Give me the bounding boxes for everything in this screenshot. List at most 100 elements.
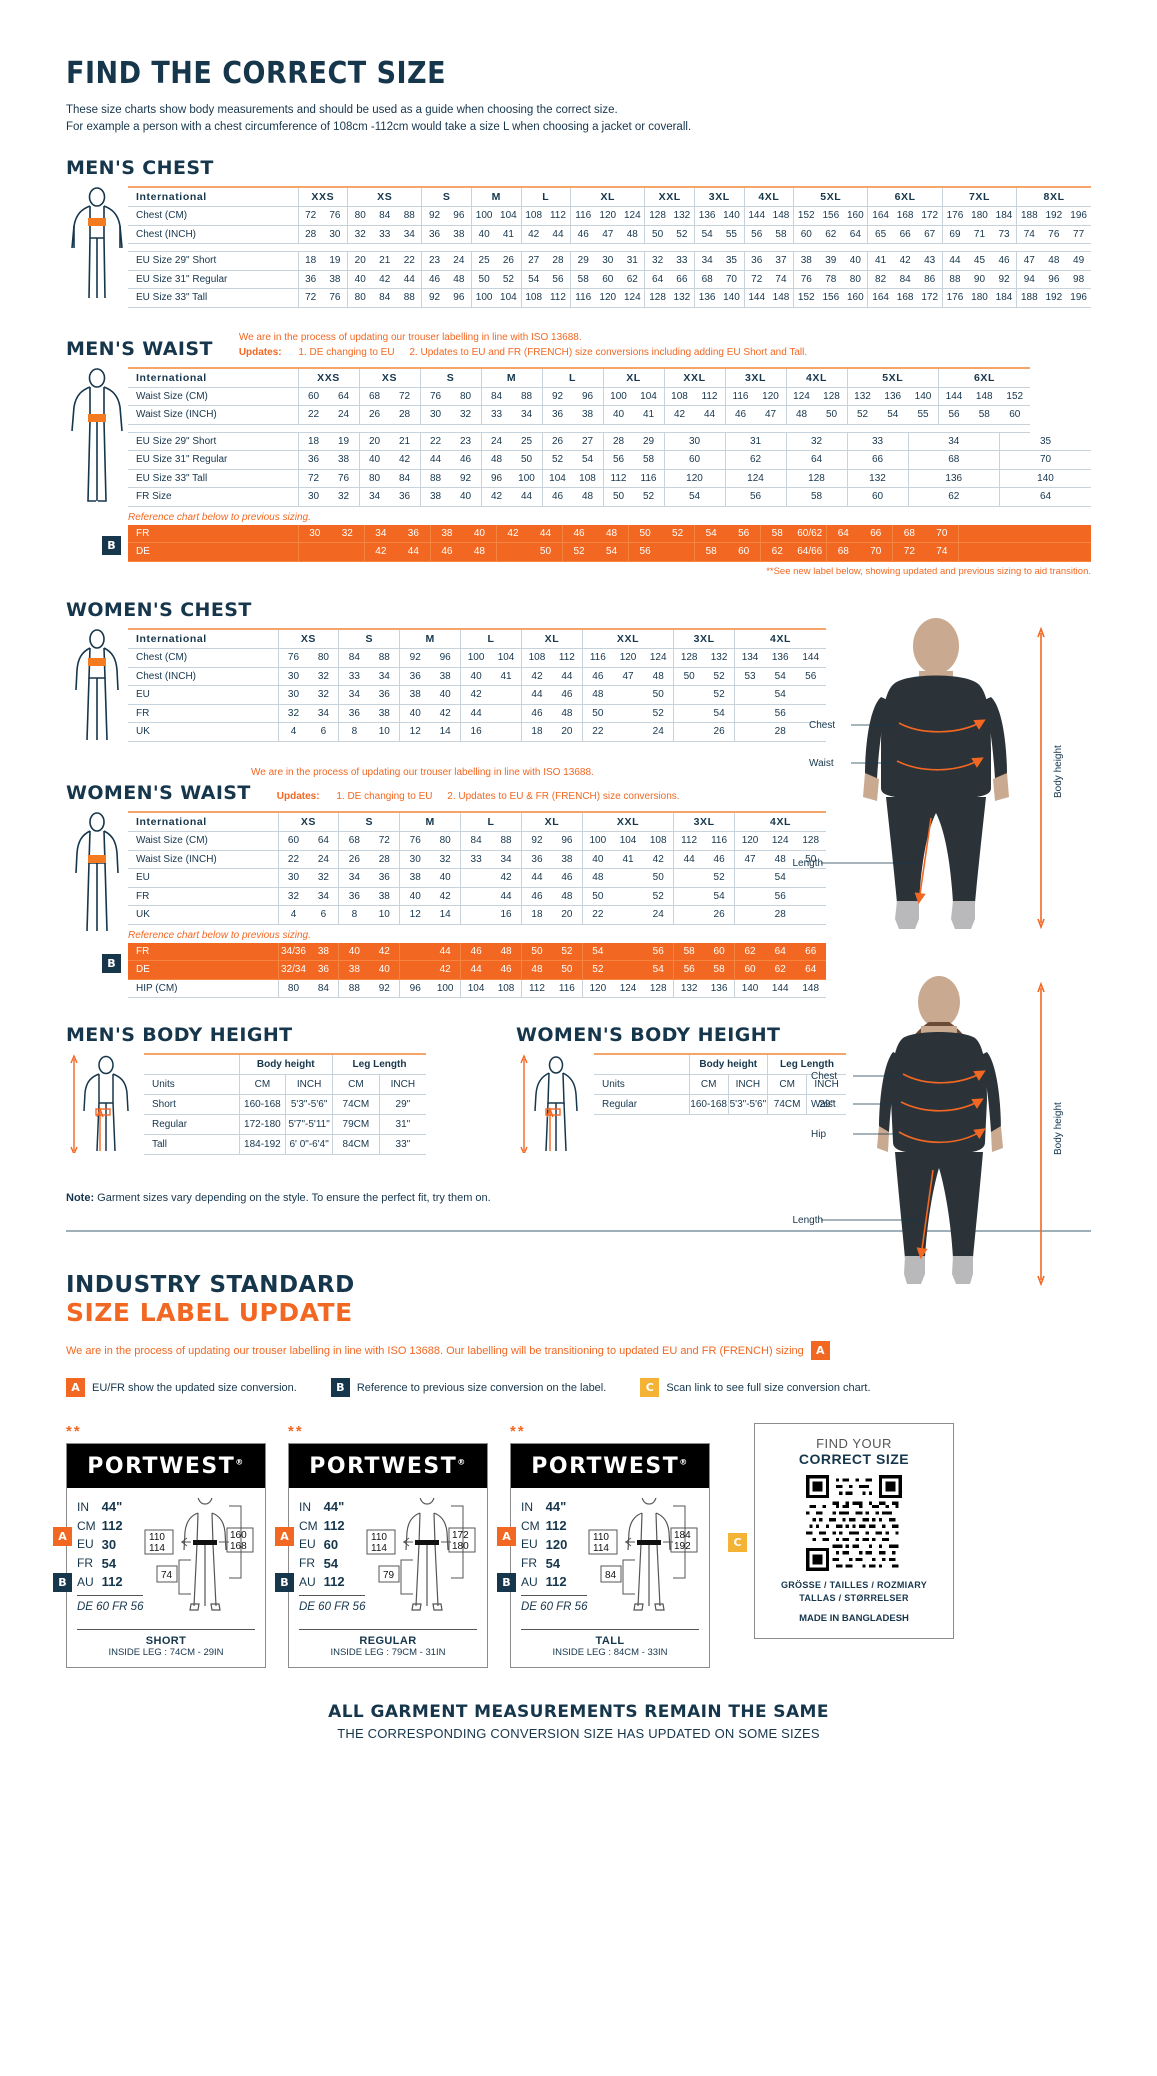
spec-value: 120 xyxy=(545,1536,568,1552)
row-label: UK xyxy=(128,905,278,925)
row-label: EU xyxy=(128,868,278,888)
table-cell: 92 xyxy=(991,270,1017,290)
table-cell: 62 xyxy=(818,225,844,245)
table-cell: 44 xyxy=(460,704,492,724)
table-cell: 112 xyxy=(673,831,705,851)
table-cell: 40 xyxy=(581,850,613,870)
table-cell: 34 xyxy=(308,887,339,907)
table-cell: 49 xyxy=(1066,251,1091,271)
table-cell: 108 xyxy=(520,288,546,308)
table-header-row: International XS S M L XL XXL 3XL 4XL xyxy=(128,810,826,833)
womens-waist-note-line1: We are in the process of updating our tr… xyxy=(251,766,594,778)
table-cell: 88 xyxy=(511,387,542,407)
table-cell: 34 xyxy=(338,868,370,888)
female-waist-figure xyxy=(66,811,128,936)
table-cell: 38 xyxy=(572,405,603,425)
womens-chest-title: WOMEN'S CHEST xyxy=(66,598,252,621)
table-cell: 128 xyxy=(795,831,826,851)
table-cell: 50 xyxy=(816,405,847,425)
table-cell: 104 xyxy=(491,648,522,668)
table-cell: 10 xyxy=(369,905,400,925)
table-cell: 26 xyxy=(358,405,390,425)
intro-text: These size charts show body measurements… xyxy=(66,102,1091,135)
table-cell: 44 xyxy=(511,487,542,507)
table-cell: 36 xyxy=(389,487,420,507)
table-cell: 84 xyxy=(308,979,339,999)
table-cell: 124 xyxy=(643,648,674,668)
table-cell: 136 xyxy=(704,979,735,999)
table-cell: 22 xyxy=(581,722,613,742)
unit-header: INCH xyxy=(727,1074,768,1096)
table-cell: 26 xyxy=(704,722,735,742)
table-cell: 30 xyxy=(277,868,309,888)
table-cell: 60 xyxy=(727,542,761,562)
table-cell: 128 xyxy=(644,206,670,226)
table-cell xyxy=(673,722,705,742)
table-cell: 36 xyxy=(338,887,370,907)
table-cell: 196 xyxy=(1066,206,1091,226)
legend-badge-b: B xyxy=(330,1378,350,1398)
industry-legend: A EU/FR show the updated size conversion… xyxy=(66,1378,1091,1398)
female-anno-chest: Chest xyxy=(811,1071,837,1082)
table-row: Tall 184-192 6' 0"-6'4" 84CM 33" xyxy=(144,1134,426,1156)
row-label: Chest (INCH) xyxy=(128,225,298,245)
size-header: M xyxy=(399,810,461,833)
waist-callout-2: 114 xyxy=(149,1543,165,1554)
reference-row: DE 42 44 46 48 50 52 54 56 58 60 62 64/66 68 70 72 74 xyxy=(128,542,1091,562)
legend-item-b: B Reference to previous size conversion … xyxy=(330,1378,606,1398)
table-cell xyxy=(297,542,332,562)
table-cell xyxy=(673,868,705,888)
table-cell: 184 xyxy=(991,206,1017,226)
table-cell: 38 xyxy=(322,270,348,290)
table-cell: 92 xyxy=(421,206,447,226)
table-row: Chest (INCH) 28 30 32 33 34 36 38 40 41 42 44 46 47 48… xyxy=(128,225,1091,245)
table-cell: 38 xyxy=(429,524,464,544)
table-cell: 42 xyxy=(663,405,695,425)
inside-leg-text: INSIDE LEG : 74CM - 29IN xyxy=(108,1647,224,1659)
table-cell: 56 xyxy=(545,270,571,290)
table-cell: 96 xyxy=(572,387,603,407)
row-label: Chest (INCH) xyxy=(128,667,278,687)
mens-chest-table: International XXS XS S M L XL XXL 3XL 4XL 5XL 6XL 7X… xyxy=(128,186,1091,308)
table-cell: 54 xyxy=(595,542,629,562)
table-cell: 5'3"-5'6" xyxy=(727,1094,768,1116)
male-torso-figure xyxy=(66,186,128,301)
table-cell: 40 xyxy=(347,270,373,290)
row-label: Waist Size (INCH) xyxy=(128,405,298,425)
size-header: XS xyxy=(358,366,420,388)
legend-text-c: Scan link to see full size conversion ch… xyxy=(666,1381,871,1394)
row-label: Units xyxy=(594,1074,689,1096)
womens-chest-tbody: International XS S M L XL XXL 3XL 4XL Chest (CM) 7… xyxy=(128,627,826,742)
waist-callout-2: 114 xyxy=(371,1543,387,1554)
row-label: Waist Size (CM) xyxy=(128,387,298,407)
table-cell: 82 xyxy=(867,270,893,290)
table-cell: 54 xyxy=(520,270,546,290)
table-cell xyxy=(491,685,522,705)
table-cell: 64 xyxy=(999,487,1091,507)
unit-header: CM xyxy=(766,1074,807,1096)
table-cell: 56 xyxy=(938,405,969,425)
intro-line-1: These size charts show body measurements… xyxy=(66,104,618,116)
male-model-figure: Chest Waist Leg Length Body height xyxy=(773,617,1064,930)
height-callout-1: 184 xyxy=(674,1530,691,1541)
row-label: EU Size 31" Regular xyxy=(128,270,298,290)
table-cell: 148 xyxy=(969,387,1000,407)
female-anno-waist: Waist xyxy=(811,1099,836,1110)
table-cell: 8 xyxy=(338,905,370,925)
table-cell: 32 xyxy=(308,685,339,705)
table-cell: 84 xyxy=(338,648,370,668)
table-cell: 54 xyxy=(663,487,725,507)
asterisk-marker: ** xyxy=(510,1423,526,1441)
table-cell: 50 xyxy=(529,542,563,562)
portwest-logo: PORTWEST® xyxy=(87,1454,245,1480)
table-cell: 56 xyxy=(724,487,786,507)
size-header: S xyxy=(338,627,400,650)
table-cell: 42 xyxy=(363,542,398,562)
row-label: Chest (CM) xyxy=(128,648,278,668)
table-cell: 92 xyxy=(450,469,481,489)
qr-code-icon[interactable] xyxy=(806,1475,902,1572)
row-label xyxy=(594,1053,689,1076)
table-cell: 88 xyxy=(369,648,400,668)
row-label: EU xyxy=(128,685,278,705)
table-cell: 19 xyxy=(328,432,359,452)
